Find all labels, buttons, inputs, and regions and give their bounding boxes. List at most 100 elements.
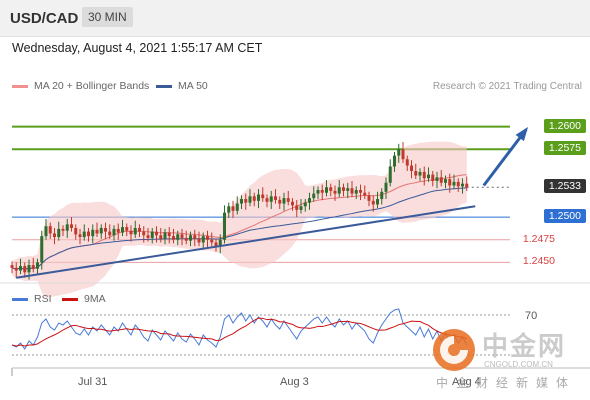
candle-body <box>159 235 163 239</box>
candle-body <box>380 191 384 200</box>
candle-body <box>163 232 167 239</box>
candle-body <box>371 200 375 205</box>
symbol-title: USD/CAD <box>10 10 79 27</box>
candle-body <box>410 165 413 171</box>
candle-body <box>138 228 141 232</box>
legend-ma20-label: MA 20 + Bollinger Bands <box>34 80 150 92</box>
candle-body <box>19 266 22 271</box>
candle-body <box>133 228 137 235</box>
candle-body <box>286 198 290 202</box>
candle-body <box>422 171 426 179</box>
support-trendline <box>16 205 476 279</box>
candle-body <box>452 181 456 186</box>
candle-body <box>210 239 214 243</box>
candle-body <box>104 228 107 232</box>
candle-body <box>329 187 333 191</box>
candle-body <box>461 183 464 187</box>
candle-body <box>240 199 243 204</box>
candle-body <box>257 194 260 201</box>
candle-body <box>303 202 307 207</box>
candle-body <box>354 190 358 194</box>
candle-body <box>167 232 171 237</box>
candle-body <box>227 206 231 213</box>
ma50-line <box>11 187 467 270</box>
candle-body <box>448 179 452 186</box>
candle-body <box>274 196 277 200</box>
candle-body <box>291 201 294 206</box>
candle-body <box>269 196 273 202</box>
rsi-line <box>11 308 468 350</box>
candle-body <box>36 262 39 269</box>
candle-body <box>333 190 337 194</box>
ma20-swatch <box>12 84 28 88</box>
candle-body <box>431 174 435 181</box>
candle-body <box>248 196 252 203</box>
x-tick-jul31: Jul 31 <box>78 376 108 388</box>
candle-body <box>384 182 388 192</box>
candle-body <box>363 192 367 196</box>
candle-body <box>65 224 69 231</box>
legend-ma50-label: MA 50 <box>178 80 208 92</box>
legend-ma9: 9MA <box>62 293 106 305</box>
candle-body <box>23 266 27 273</box>
candle-body <box>48 226 52 234</box>
research-credit: Research © 2021 Trading Central <box>432 81 582 92</box>
candle-body <box>116 228 120 233</box>
candle-body <box>129 230 133 235</box>
watermark-domain: CNGOLD.COM.CN <box>484 360 553 369</box>
candle-body <box>95 229 99 234</box>
candle-body <box>121 227 124 233</box>
candle-body <box>278 199 282 204</box>
candle-body <box>146 235 150 238</box>
candle-body <box>244 199 248 203</box>
candle-body <box>261 194 265 199</box>
candle-body <box>401 149 405 160</box>
candle-body <box>405 159 409 166</box>
candle-body <box>299 206 303 210</box>
candle-body <box>456 181 460 187</box>
candle-body <box>231 206 235 211</box>
candle-body <box>367 195 371 201</box>
candle-body <box>312 193 316 199</box>
timeframe-badge[interactable]: 30 MIN <box>82 7 133 27</box>
candle-body <box>176 234 180 240</box>
candle-body <box>40 236 44 263</box>
candle-body <box>414 171 418 176</box>
candle-body <box>342 187 345 191</box>
level-label-1.2533: 1.2533 <box>543 179 586 194</box>
candle-body <box>337 187 341 194</box>
level-label-1.2500: 1.2500 <box>543 209 586 224</box>
legend-rsi-label: RSI <box>34 293 52 305</box>
candle-body <box>27 265 31 273</box>
candle-body <box>142 231 146 236</box>
candle-body <box>223 212 226 240</box>
candle-body <box>465 183 469 188</box>
legend-ma9-label: 9MA <box>84 293 106 305</box>
legend-ma20: MA 20 + Bollinger Bands <box>12 80 149 92</box>
watermark-name: 中金网 <box>482 331 567 361</box>
candle-body <box>308 198 311 203</box>
candle-body <box>325 187 328 193</box>
candle-body <box>53 233 56 238</box>
candle-body <box>350 188 354 194</box>
candle-body <box>214 242 218 247</box>
candle-body <box>10 265 14 268</box>
bollinger-band <box>12 141 467 298</box>
candle-body <box>427 174 430 179</box>
level-label-1.2475: 1.2475 <box>522 232 555 245</box>
candle-body <box>359 190 362 193</box>
candle-body <box>155 231 158 236</box>
candle-body <box>112 228 116 236</box>
candle-body <box>87 231 90 237</box>
candle-body <box>376 199 379 205</box>
candle-body <box>316 190 320 194</box>
legend-rsi: RSI <box>12 293 52 305</box>
candle-body <box>31 265 35 269</box>
candle-body <box>193 235 197 239</box>
candle-body <box>218 239 222 247</box>
candle-body <box>346 188 350 191</box>
watermark-tagline: 中金财经新媒体 <box>436 376 577 390</box>
candle-body <box>99 228 103 234</box>
candle-body <box>197 238 201 243</box>
